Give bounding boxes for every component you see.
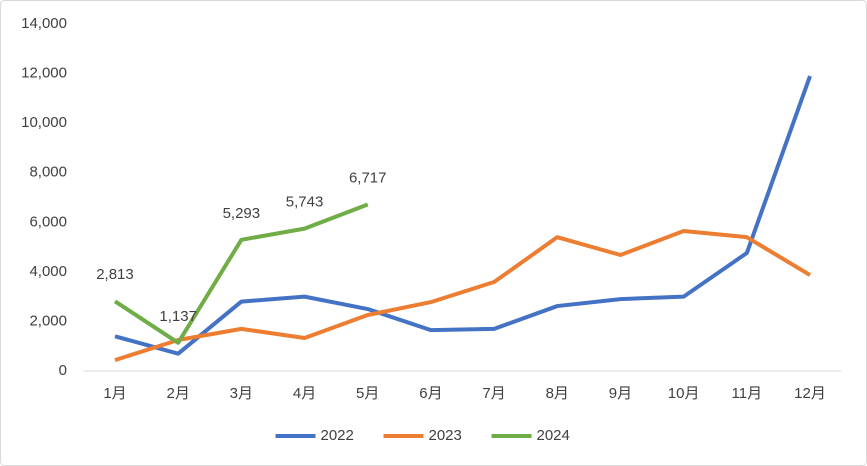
y-tick-label: 12,000 [21, 65, 67, 82]
legend-label: 2022 [321, 427, 354, 444]
x-tick-label: 8月 [546, 385, 569, 402]
x-tick-label: 7月 [482, 385, 505, 402]
data-label: 5,293 [223, 205, 261, 222]
x-tick-label: 6月 [419, 385, 442, 402]
y-tick-label: 6,000 [29, 213, 67, 230]
y-tick-label: 10,000 [21, 114, 67, 131]
y-tick-label: 8,000 [29, 164, 67, 181]
x-tick-label: 4月 [293, 385, 316, 402]
y-tick-label: 0 [59, 362, 67, 379]
y-tick-label: 2,000 [29, 312, 67, 329]
data-label: 1,137 [159, 308, 197, 325]
data-label: 2,813 [96, 266, 134, 283]
series-line [114, 75, 812, 356]
x-tick-label: 5月 [356, 385, 379, 402]
x-tick-label: 12月 [794, 385, 826, 402]
x-tick-label: 3月 [230, 385, 253, 402]
legend-label: 2023 [429, 427, 462, 444]
legend-label: 2024 [537, 427, 570, 444]
series-line [114, 228, 812, 363]
x-tick-label: 11月 [732, 385, 763, 402]
x-tick-label: 9月 [609, 385, 632, 402]
x-tick-label: 2月 [167, 385, 190, 402]
y-tick-label: 14,000 [21, 15, 67, 32]
y-tick-label: 4,000 [29, 263, 67, 280]
data-label: 5,743 [286, 194, 324, 211]
x-tick-label: 1月 [103, 385, 126, 402]
x-tick-label: 10月 [668, 385, 700, 402]
data-label: 6,717 [349, 169, 387, 186]
series-line [113, 202, 369, 345]
